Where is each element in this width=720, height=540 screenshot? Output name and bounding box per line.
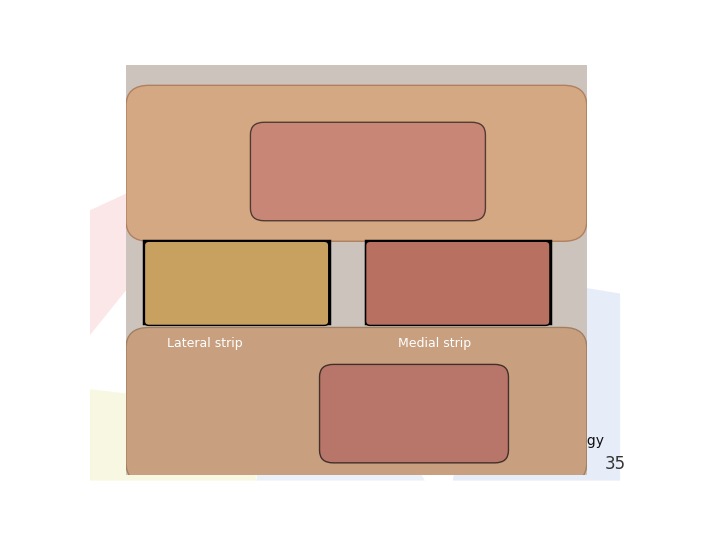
Polygon shape bbox=[246, 418, 425, 481]
Text: in submission to European Radiology: in submission to European Radiology bbox=[343, 434, 604, 448]
Text: Lateral strip: Lateral strip bbox=[166, 338, 242, 350]
FancyBboxPatch shape bbox=[251, 122, 485, 221]
Text: K. Rajendran et. al,: K. Rajendran et. al, bbox=[128, 434, 265, 448]
FancyBboxPatch shape bbox=[366, 241, 550, 326]
FancyBboxPatch shape bbox=[145, 241, 329, 326]
Text: Quantitative cartilage imaging using spectral CT,: Quantitative cartilage imaging using spe… bbox=[192, 434, 531, 448]
Text: Excised tibial plateau: Excised tibial plateau bbox=[184, 77, 554, 106]
Polygon shape bbox=[453, 273, 620, 481]
FancyBboxPatch shape bbox=[126, 85, 587, 241]
Text: Medial strip: Medial strip bbox=[398, 338, 472, 350]
Polygon shape bbox=[90, 389, 258, 481]
Bar bbox=[145, 241, 329, 323]
FancyBboxPatch shape bbox=[320, 364, 508, 463]
Text: 35: 35 bbox=[605, 455, 626, 473]
Bar bbox=[366, 241, 550, 323]
FancyBboxPatch shape bbox=[126, 327, 587, 483]
Polygon shape bbox=[90, 190, 157, 335]
Polygon shape bbox=[397, 65, 564, 252]
